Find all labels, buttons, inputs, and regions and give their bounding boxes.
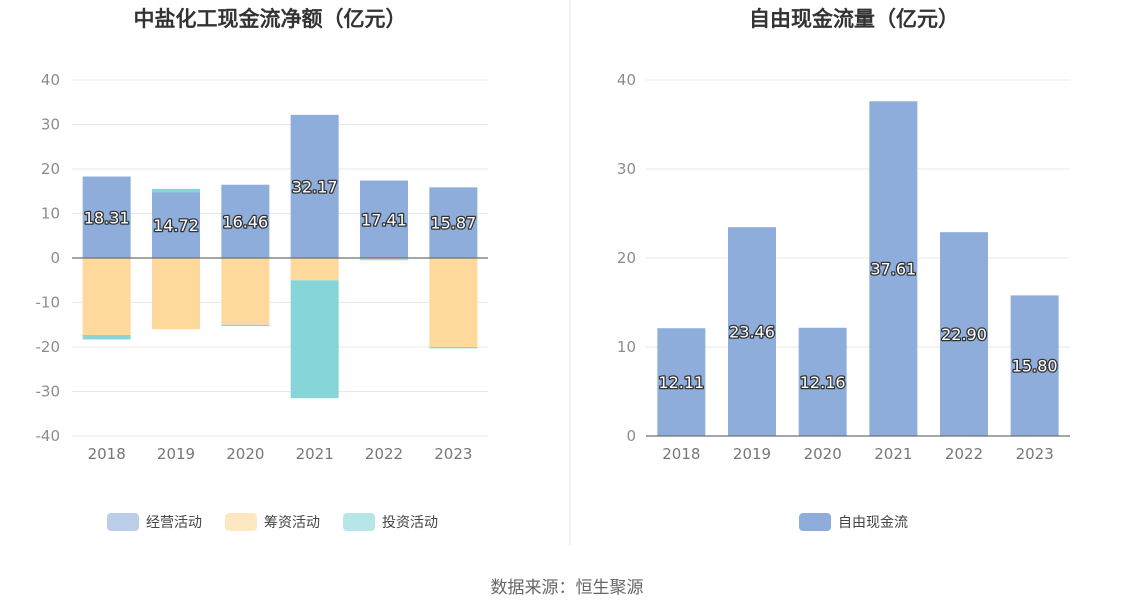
free-cash-flow-data-label: 12.16 <box>800 373 846 392</box>
net-cash-flow-legend-label: 投资活动 <box>382 515 438 531</box>
free-cash-flow-data-label: 22.90 <box>941 325 987 344</box>
net-cash-flow-x-tick: 2021 <box>296 445 334 463</box>
net-cash-flow-x-tick: 2019 <box>157 445 195 463</box>
free-cash-flow-data-label: 15.80 <box>1012 357 1058 376</box>
net-cash-flow-bar <box>429 187 478 258</box>
net-cash-flow-bar <box>82 258 131 335</box>
free-cash-flow-legend-swatch <box>799 513 831 531</box>
net-cash-flow-y-tick: 30 <box>41 116 60 134</box>
net-cash-flow-x-tick: 2018 <box>88 445 126 463</box>
free-cash-flow-x-tick: 2023 <box>1016 445 1054 463</box>
net-cash-flow-bar <box>290 114 339 258</box>
free-cash-flow-y-tick: 20 <box>617 249 636 267</box>
net-cash-flow-bar <box>290 258 339 281</box>
net-cash-flow-bar <box>221 258 270 325</box>
net-cash-flow-y-tick: 20 <box>41 160 60 178</box>
free-cash-flow-bar <box>940 232 988 436</box>
net-cash-flow-data-label: 16.46 <box>222 212 268 231</box>
net-cash-flow-legend-label: 经营活动 <box>146 515 202 531</box>
net-cash-flow-bar <box>82 176 131 258</box>
net-cash-flow-title: 中盐化工现金流净额（亿元） <box>134 7 407 31</box>
free-cash-flow-y-tick: 10 <box>617 338 636 356</box>
free-cash-flow-x-tick: 2019 <box>733 445 771 463</box>
net-cash-flow-legend-label: 筹资活动 <box>264 514 320 531</box>
net-cash-flow-bar <box>82 334 131 340</box>
net-cash-flow-y-tick: -40 <box>36 427 61 445</box>
free-cash-flow-bar <box>657 328 706 436</box>
net-cash-flow-legend-swatch <box>107 513 139 531</box>
net-cash-flow-y-tick: 40 <box>41 71 60 89</box>
net-cash-flow-data-label: 15.87 <box>430 214 476 233</box>
free-cash-flow-data-label: 23.46 <box>729 323 775 342</box>
net-cash-flow-bar <box>221 324 270 327</box>
data-source-note: 数据来源：恒生聚源 <box>490 578 644 598</box>
net-cash-flow-bar <box>360 258 408 260</box>
net-cash-flow-bar <box>290 280 339 399</box>
net-cash-flow-bar <box>152 192 200 258</box>
net-cash-flow-legend-swatch <box>343 513 375 531</box>
net-cash-flow-x-tick: 2022 <box>365 445 403 463</box>
free-cash-flow-legend-label: 自由现金流 <box>838 515 908 531</box>
free-cash-flow-y-tick: 0 <box>626 427 636 445</box>
net-cash-flow-x-tick: 2020 <box>226 445 264 463</box>
net-cash-flow-y-tick: 0 <box>50 249 60 267</box>
net-cash-flow-y-tick: -20 <box>36 338 61 356</box>
free-cash-flow-data-label: 12.11 <box>658 373 704 392</box>
net-cash-flow-bar <box>360 180 408 258</box>
net-cash-flow-y-tick: 10 <box>41 205 60 223</box>
free-cash-flow-x-tick: 2021 <box>874 445 912 463</box>
net-cash-flow-data-label: 14.72 <box>153 216 199 235</box>
net-cash-flow-data-label: 18.31 <box>84 208 130 227</box>
free-cash-flow-y-tick: 30 <box>617 160 636 178</box>
free-cash-flow-x-tick: 2022 <box>945 445 983 463</box>
free-cash-flow-x-tick: 2020 <box>804 445 842 463</box>
net-cash-flow-data-label: 32.17 <box>292 177 338 196</box>
free-cash-flow-bar <box>869 101 918 437</box>
net-cash-flow-bar <box>429 347 478 349</box>
free-cash-flow-bar <box>728 227 776 436</box>
free-cash-flow-data-label: 37.61 <box>870 260 916 279</box>
net-cash-flow-bar <box>360 259 408 261</box>
net-cash-flow-data-label: 17.41 <box>361 210 407 229</box>
net-cash-flow-y-tick: -10 <box>36 294 61 312</box>
net-cash-flow-y-tick: -30 <box>36 383 61 401</box>
net-cash-flow-bar <box>152 258 200 330</box>
net-cash-flow-legend-swatch <box>225 513 257 531</box>
free-cash-flow-title: 自由现金流量（亿元） <box>749 7 959 31</box>
free-cash-flow-bar <box>798 327 847 436</box>
net-cash-flow-bar <box>429 258 478 347</box>
net-cash-flow-bar <box>152 188 200 193</box>
free-cash-flow-bar <box>1010 295 1059 436</box>
free-cash-flow-y-tick: 40 <box>617 71 636 89</box>
net-cash-flow-bar <box>221 184 270 258</box>
net-cash-flow-x-tick: 2023 <box>434 445 472 463</box>
free-cash-flow-x-tick: 2018 <box>662 445 700 463</box>
